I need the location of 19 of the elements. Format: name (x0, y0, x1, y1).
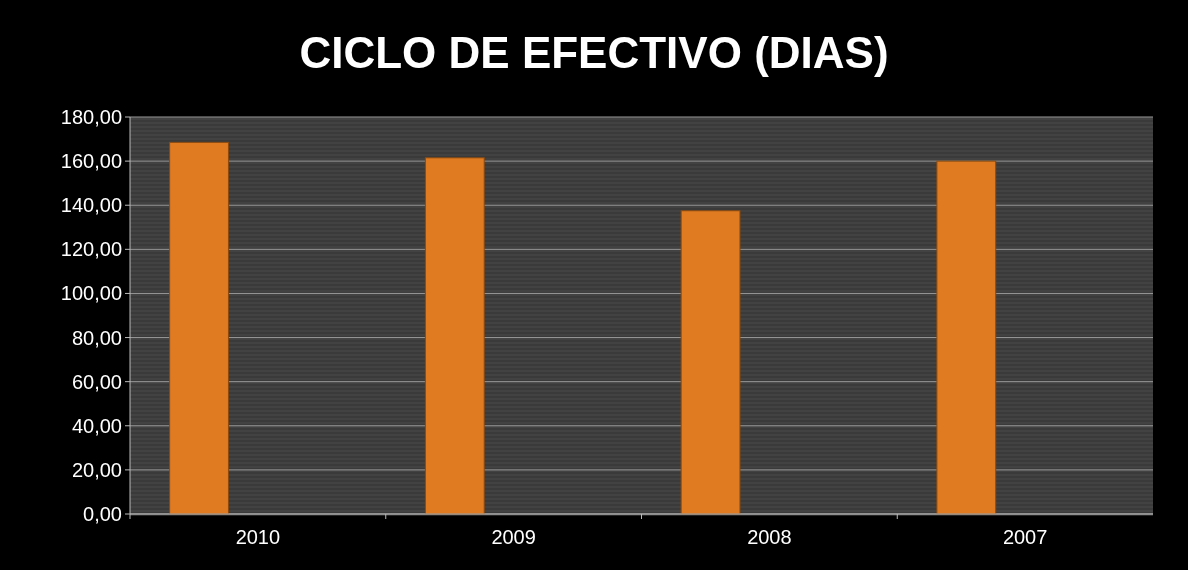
chart-title: CICLO DE EFECTIVO (DIAS) (299, 28, 889, 77)
bar (680, 210, 741, 515)
bar (169, 141, 229, 515)
x-tick-label: 2009 (491, 526, 536, 548)
x-tick-label: 2008 (747, 526, 792, 548)
y-tick-label: 80,00 (71, 326, 122, 349)
y-tick-label: 0,00 (83, 503, 122, 525)
y-tick-label: 60,00 (71, 370, 122, 393)
bar (424, 157, 485, 515)
y-tick-label: 20,00 (71, 458, 122, 481)
y-tick-label: 40,00 (71, 414, 122, 437)
y-tick-label: 180,00 (60, 106, 122, 128)
y-tick-label: 100,00 (60, 282, 122, 305)
x-tick-label: 2007 (1002, 526, 1048, 548)
y-tick-label: 160,00 (60, 150, 122, 173)
y-tick-label: 120,00 (60, 238, 122, 261)
x-tick-label: 2010 (235, 526, 281, 548)
y-tick-label: 140,00 (60, 194, 122, 217)
bar (936, 160, 997, 515)
